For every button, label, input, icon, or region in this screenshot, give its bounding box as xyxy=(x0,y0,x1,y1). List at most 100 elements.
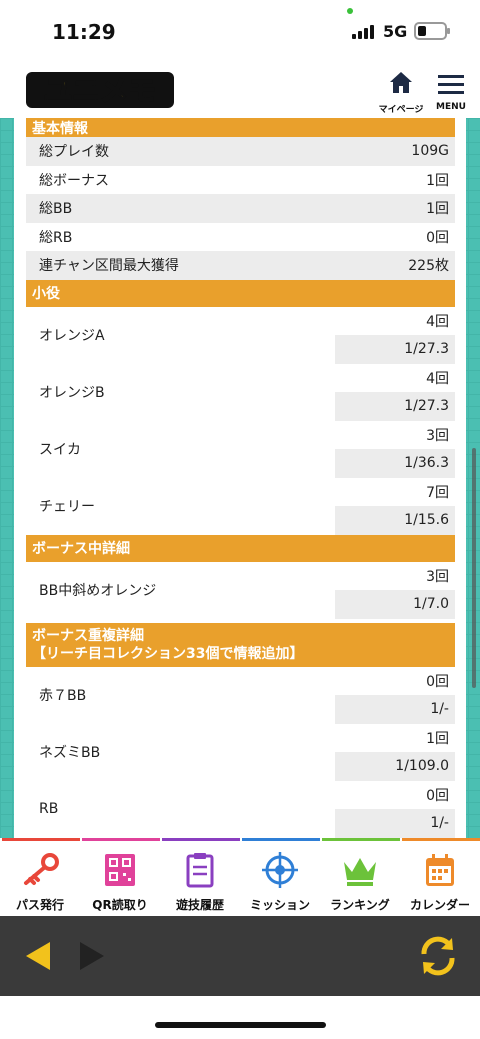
menu-button[interactable]: MENU xyxy=(426,68,476,116)
table-row: 総プレイ数 109G xyxy=(26,137,455,166)
tab-mission[interactable]: ミッション xyxy=(240,846,320,916)
tab-ranking[interactable]: ランキング xyxy=(320,846,400,916)
bottom-tab-bar: パス発行 QR読取り 遊技履歴 ミッション xyxy=(0,838,480,916)
status-bar: 11:29 5G xyxy=(0,0,480,62)
menu-label: MENU xyxy=(436,102,466,112)
row-label: 総ボーナス xyxy=(39,172,109,189)
hamburger-icon xyxy=(438,75,464,94)
item-prob: 1/- xyxy=(335,695,455,724)
tab-label: カレンダー xyxy=(409,898,470,912)
item-count: 7回 xyxy=(426,484,449,501)
item-count: 0回 xyxy=(426,787,449,804)
tab-label: 遊技履歴 xyxy=(175,898,224,912)
list-item: チェリー 7回 1/15.6 xyxy=(26,478,455,535)
item-label: スイカ xyxy=(39,442,81,458)
reload-icon[interactable] xyxy=(414,932,462,980)
row-label: 連チャン区間最大獲得 xyxy=(39,258,179,275)
section-subtitle: 【リーチ目コレクション33個で情報追加】 xyxy=(32,645,304,662)
network-label: 5G xyxy=(383,22,408,41)
item-label: チェリー xyxy=(39,499,95,515)
row-value: 1回 xyxy=(426,201,449,218)
unimemo-logo[interactable]: ユニメモ xyxy=(24,68,176,112)
mypage-label: マイページ xyxy=(378,105,424,115)
list-item: オレンジA 4回 1/27.3 xyxy=(26,307,455,364)
item-count: 3回 xyxy=(426,427,449,444)
table-row: 連チャン区間最大獲得 225枚 xyxy=(26,251,455,280)
item-prob: 1/27.3 xyxy=(335,392,455,421)
scrollbar[interactable] xyxy=(472,448,476,688)
item-prob: 1/7.0 xyxy=(335,590,455,619)
browser-toolbar xyxy=(0,916,480,996)
mypage-button[interactable]: マイページ xyxy=(376,68,426,116)
item-prob: 1/15.6 xyxy=(335,506,455,535)
crown-icon xyxy=(344,858,376,886)
item-prob: 1/27.3 xyxy=(335,335,455,364)
item-count: 4回 xyxy=(426,313,449,330)
tab-calendar[interactable]: カレンダー xyxy=(400,846,480,916)
tab-stripe xyxy=(82,838,160,841)
list-item: RB 0回 1/- xyxy=(26,781,455,838)
item-count: 1回 xyxy=(426,730,449,747)
section-title: 基本情報 xyxy=(32,120,88,137)
list-item: オレンジB 4回 1/27.3 xyxy=(26,364,455,421)
list-item: 赤７BB 0回 1/- xyxy=(26,667,455,724)
section-header-basic: 基本情報 xyxy=(26,118,455,137)
home-icon xyxy=(390,72,412,93)
item-prob: 1/- xyxy=(335,809,455,838)
tab-label: QR読取り xyxy=(92,898,148,912)
row-value: 109G xyxy=(411,143,449,160)
item-label: ネズミBB xyxy=(39,745,101,761)
tab-stripe xyxy=(242,838,320,841)
data-table: 基本情報 総プレイ数 109G 総ボーナス 1回 総BB 1回 総RB 0回 連チャン区… xyxy=(26,118,455,838)
battery-icon xyxy=(414,22,450,40)
back-arrow-icon[interactable] xyxy=(24,940,52,972)
row-label: 総BB xyxy=(39,201,73,218)
row-value: 0回 xyxy=(426,229,449,246)
item-count: 3回 xyxy=(426,568,449,585)
camera-indicator-dot xyxy=(347,8,353,14)
main-content[interactable]: 基本情報 総プレイ数 109G 総ボーナス 1回 総BB 1回 総RB 0回 連チャン区… xyxy=(0,118,480,838)
list-item: ネズミBB 1回 1/109.0 xyxy=(26,724,455,781)
tab-stripe xyxy=(2,838,80,841)
section-header-small-roles: 小役 xyxy=(26,279,455,307)
home-indicator-area xyxy=(0,996,480,1039)
row-value: 1回 xyxy=(426,172,449,189)
item-count: 0回 xyxy=(426,673,449,690)
tab-stripe xyxy=(402,838,480,841)
list-item: スイカ 3回 1/36.3 xyxy=(26,421,455,478)
section-title: ボーナス中詳細 xyxy=(32,541,130,557)
item-label: 赤７BB xyxy=(39,688,87,704)
tab-qr-read[interactable]: QR読取り xyxy=(80,846,160,916)
app-header: ユニメモ マイページ MENU xyxy=(0,62,480,118)
row-label: 総プレイ数 xyxy=(39,144,109,161)
list-item: BB中斜めオレンジ 3回 1/7.0 xyxy=(26,562,455,619)
item-label: オレンジB xyxy=(39,385,105,401)
status-time: 11:29 xyxy=(52,20,116,44)
row-value: 225枚 xyxy=(408,258,449,275)
table-row: 総BB 1回 xyxy=(26,194,455,223)
item-label: RB xyxy=(39,801,59,817)
qr-icon xyxy=(105,854,135,886)
section-header-bonus-dup: ボーナス重複詳細 【リーチ目コレクション33個で情報追加】 xyxy=(26,622,455,667)
forward-arrow-icon[interactable] xyxy=(78,940,106,972)
table-row: 総RB 0回 xyxy=(26,223,455,252)
tab-label: ミッション xyxy=(249,898,310,912)
tab-pass-issue[interactable]: パス発行 xyxy=(0,846,80,916)
tab-stripe xyxy=(162,838,240,841)
tab-stripe xyxy=(322,838,400,841)
target-icon xyxy=(262,852,298,888)
clipboard-icon xyxy=(186,853,214,888)
signal-icon xyxy=(352,25,376,39)
tab-label: ランキング xyxy=(330,898,390,912)
home-indicator[interactable] xyxy=(155,1022,326,1028)
tab-play-history[interactable]: 遊技履歴 xyxy=(160,846,240,916)
table-row: 総ボーナス 1回 xyxy=(26,166,455,195)
item-prob: 1/36.3 xyxy=(335,449,455,478)
row-label: 総RB xyxy=(39,229,73,246)
item-prob: 1/109.0 xyxy=(335,752,455,781)
key-icon xyxy=(24,853,59,885)
section-title: 小役 xyxy=(32,286,60,302)
tab-label: パス発行 xyxy=(15,898,64,912)
item-label: BB中斜めオレンジ xyxy=(39,583,157,599)
section-title: ボーナス重複詳細 xyxy=(32,627,144,644)
